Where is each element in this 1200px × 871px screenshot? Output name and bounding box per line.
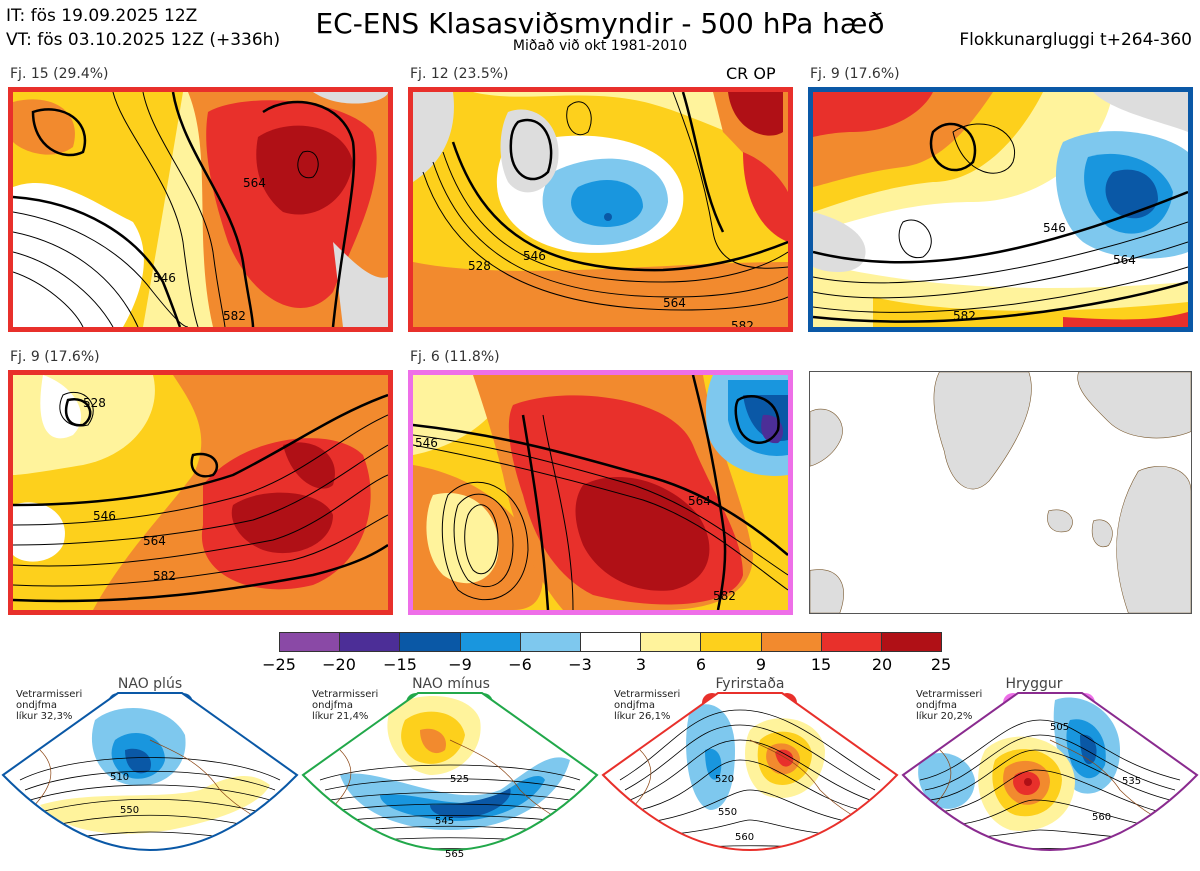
contour-label: 546: [523, 249, 546, 263]
contour-label: 564: [1113, 253, 1136, 267]
colorbar-swatch: [280, 633, 341, 651]
colorbar-tick: 25: [930, 655, 952, 674]
regime-note: Vetrarmisseri ondjfma líkur 26,1%: [614, 689, 681, 722]
contour-label: 550: [718, 807, 737, 818]
contour-label: 546: [415, 436, 438, 450]
contour-label: 560: [735, 832, 754, 843]
contour-label: 528: [83, 396, 106, 410]
colorbar-tick: −6: [508, 655, 532, 674]
contour-label: 582: [713, 589, 736, 603]
contour-label: 564: [688, 494, 711, 508]
colorbar-tick: 6: [695, 655, 707, 674]
colorbar: [279, 632, 942, 652]
regime-note: Vetrarmisseri ondjfma líkur 32,3%: [16, 689, 83, 722]
colorbar-swatch: [340, 633, 401, 651]
page-title: EC-ENS Klasasviðsmyndir - 500 hPa hæð: [315, 7, 885, 40]
regime-map-nao-plus: 510 550: [1, 692, 299, 851]
panel-label: Fj. 9 (17.6%): [810, 66, 900, 82]
cluster-map-2: 528 546 564 582: [408, 87, 793, 332]
colorbar-tick: −25: [262, 655, 296, 674]
contour-label: 564: [243, 176, 266, 190]
contour-label: 564: [663, 296, 686, 310]
panel-label: Fj. 12 (23.5%): [410, 66, 509, 82]
contour-label: 525: [450, 774, 469, 785]
contour-label: 564: [143, 534, 166, 548]
base-map: [809, 371, 1192, 614]
contour-label: 582: [153, 569, 176, 583]
colorbar-tick: −15: [383, 655, 417, 674]
regime-note: Vetrarmisseri ondjfma líkur 21,4%: [312, 689, 379, 722]
panel-label: Fj. 15 (29.4%): [10, 66, 109, 82]
contour-label: 546: [153, 271, 176, 285]
contour-label: 546: [93, 509, 116, 523]
cluster-map-1: 546 564 582: [8, 87, 393, 332]
cluster-map-4: 528 546 564 582: [8, 370, 393, 615]
colorbar-tick: −9: [448, 655, 472, 674]
cluster-map-3: 546 564 582: [808, 87, 1193, 332]
contour-label: 550: [120, 805, 139, 816]
contour-label: 546: [1043, 221, 1066, 235]
regime-note: Vetrarmisseri ondjfma líkur 20,2%: [916, 689, 983, 722]
colorbar-swatch: [881, 633, 942, 651]
contour-label: 528: [468, 259, 491, 273]
contour-label: 520: [715, 774, 734, 785]
contour-label: 560: [1092, 812, 1111, 823]
regime-title: Fyrirstaða: [715, 676, 785, 692]
panel-label: Fj. 6 (11.8%): [410, 349, 500, 365]
valid-time: VT: fös 03.10.2025 12Z (+336h): [6, 30, 281, 50]
colorbar-swatch: [641, 633, 702, 651]
colorbar-swatch: [460, 633, 521, 651]
contour-label: 582: [953, 309, 976, 323]
colorbar-swatch: [400, 633, 461, 651]
colorbar-swatch: [701, 633, 762, 651]
colorbar-tick: 3: [635, 655, 647, 674]
colorbar-swatch: [761, 633, 822, 651]
colorbar-swatch: [580, 633, 642, 651]
colorbar-tick: 15: [810, 655, 832, 674]
cluster-map-5: 546 564 582: [408, 370, 793, 615]
regime-title: NAO plús: [117, 676, 183, 692]
colorbar-swatch: [520, 633, 581, 651]
init-time: IT: fös 19.09.2025 12Z: [6, 6, 198, 26]
colorbar-tick: 9: [755, 655, 767, 674]
contour-label: 505: [1050, 722, 1069, 733]
colorbar-tick: 20: [871, 655, 893, 674]
panel-label: Fj. 9 (17.6%): [10, 349, 100, 365]
regime-title: NAO mínus: [412, 676, 490, 692]
page-subtitle: Miðað við okt 1981-2010: [512, 38, 688, 54]
control-run-tag: CR OP: [726, 64, 776, 83]
contour-label: 510: [110, 772, 129, 783]
regime-map-ridge: 505 535 560: [901, 692, 1199, 851]
colorbar-swatch: [821, 633, 882, 651]
contour-label: 545: [435, 816, 454, 827]
colorbar-tick: −3: [568, 655, 592, 674]
contour-label: 565: [445, 849, 464, 860]
regime-map-nao-minus: 525 545 565: [301, 692, 599, 860]
contour-label: 582: [223, 309, 246, 323]
regime-map-block: 520 550 560: [601, 692, 899, 851]
colorbar-tick: −20: [322, 655, 356, 674]
contour-label: 535: [1122, 776, 1141, 787]
classification-window: Flokkunargluggi t+264-360: [959, 30, 1192, 50]
contour-label: 582: [731, 319, 754, 327]
regime-title: Hryggur: [1005, 676, 1063, 692]
